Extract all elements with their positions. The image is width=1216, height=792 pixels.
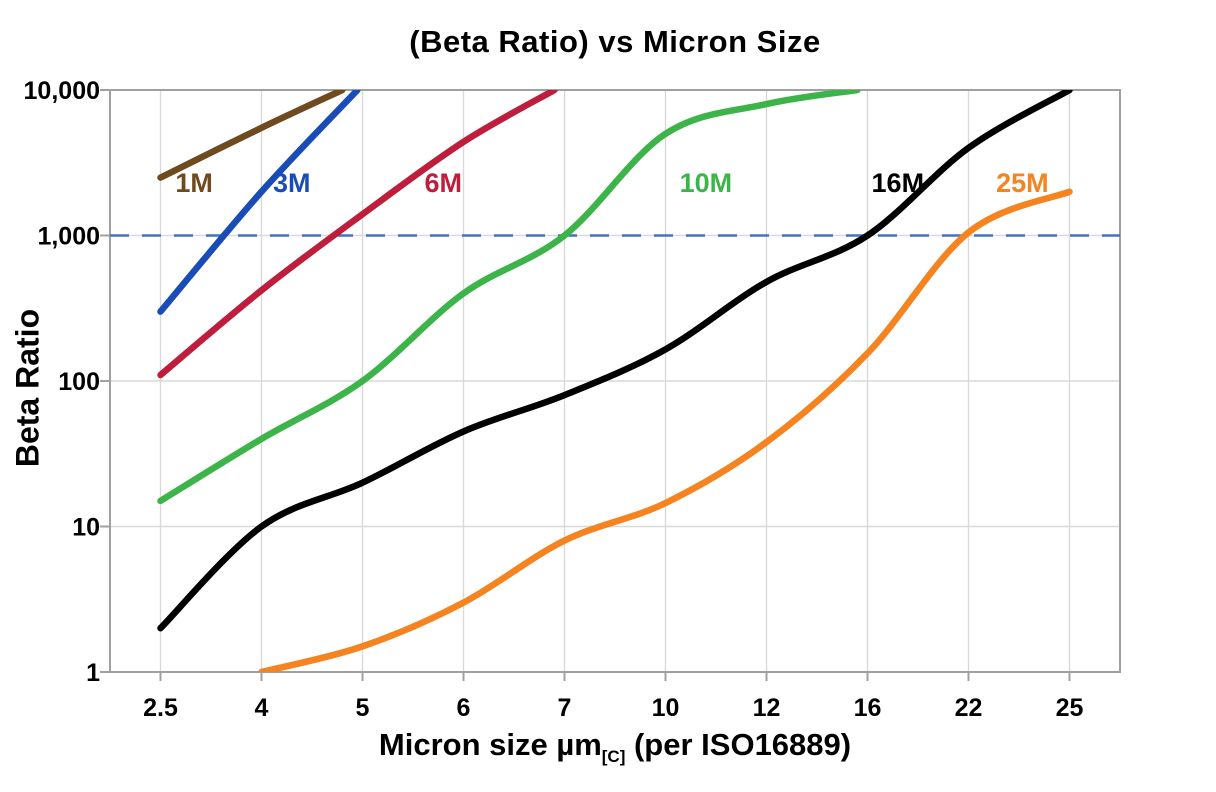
series-label-16M: 16M xyxy=(872,168,925,198)
x-tick-label: 2.5 xyxy=(143,694,178,722)
series-label-25M: 25M xyxy=(996,168,1049,198)
x-tick-label: 6 xyxy=(457,694,471,722)
x-tick-label: 12 xyxy=(753,694,781,722)
x-tick-label: 16 xyxy=(854,694,882,722)
y-tick-label: 1,000 xyxy=(37,223,100,251)
series-line-1M xyxy=(157,90,346,181)
y-tick-label: 100 xyxy=(58,368,100,396)
y-tick-label: 10 xyxy=(72,514,100,542)
series-label-10M: 10M xyxy=(680,168,733,198)
y-tick-label: 10,000 xyxy=(24,77,100,105)
series-line-25M xyxy=(258,188,1073,672)
x-tick-label: 7 xyxy=(558,694,572,722)
chart-title: (Beta Ratio) vs Micron Size xyxy=(409,24,821,59)
series-label-6M: 6M xyxy=(425,168,463,198)
x-tick-label: 10 xyxy=(652,694,680,722)
y-tick-label: 1 xyxy=(86,659,100,687)
series-line-3M xyxy=(157,90,361,315)
x-tick-label: 22 xyxy=(955,694,983,722)
series-label-1M: 1M xyxy=(175,168,213,198)
x-tick-label: 4 xyxy=(255,694,269,722)
series-line-10M xyxy=(157,90,861,505)
series-label-3M: 3M xyxy=(273,168,311,198)
series-line-6M xyxy=(157,90,558,379)
x-tick-label: 5 xyxy=(356,694,370,722)
series-line-16M xyxy=(157,90,1073,632)
x-axis-title: Micron size µm[C] (per ISO16889) xyxy=(110,727,1120,766)
x-axis-title-main: Micron size µm xyxy=(378,727,602,762)
x-axis-title-rest: (per ISO16889) xyxy=(625,727,852,762)
x-tick-label: 25 xyxy=(1056,694,1084,722)
x-axis-title-subscript: [C] xyxy=(601,747,626,766)
